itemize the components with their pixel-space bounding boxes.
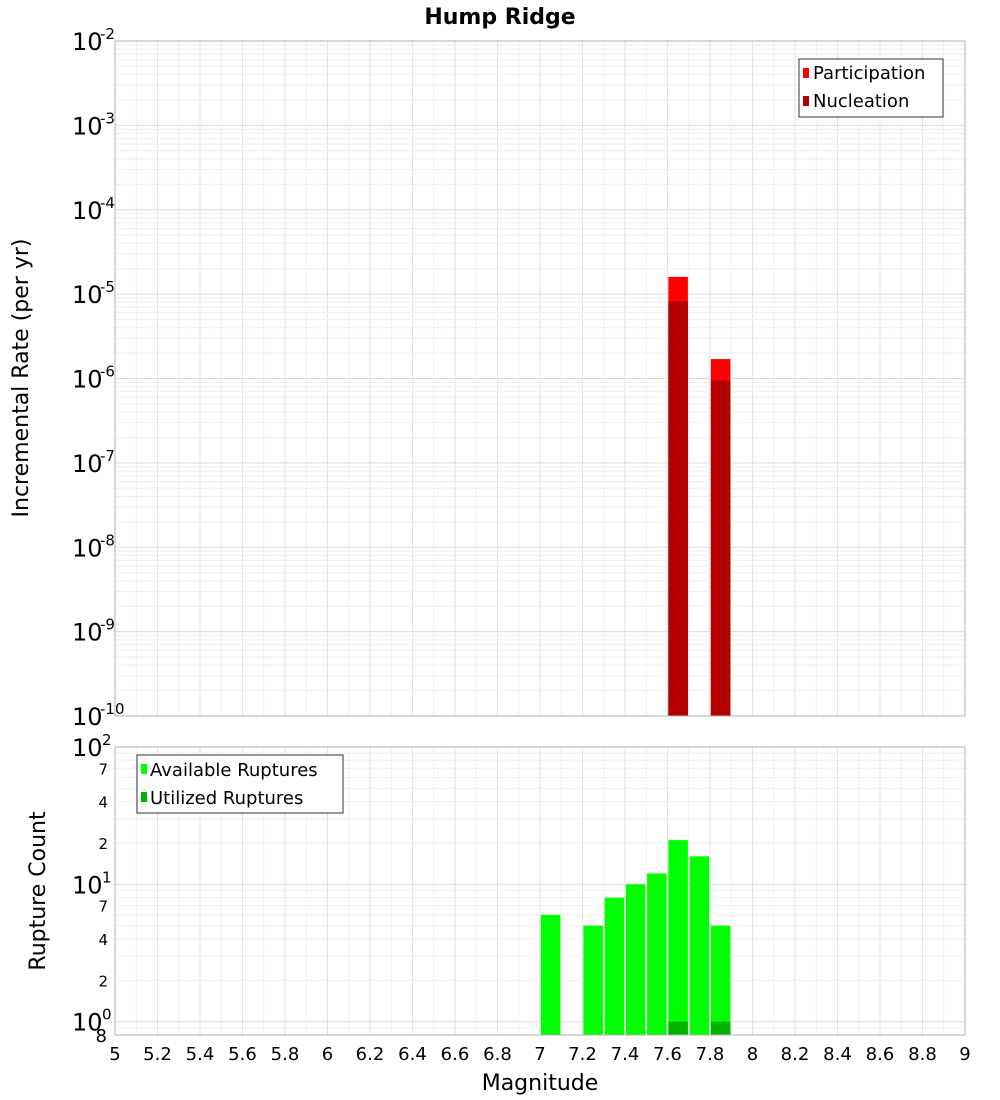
nucleation-bar	[710, 380, 731, 716]
top-plot-grid	[114, 41, 966, 717]
y-tick-exponent: -6	[100, 363, 115, 381]
y-minor-tick-label: 2	[98, 972, 108, 990]
x-tick-label: 5	[109, 1044, 120, 1065]
available-ruptures-bar	[710, 925, 731, 1035]
bottom-plot-bars	[540, 840, 731, 1035]
x-tick-label: 6	[322, 1044, 333, 1065]
x-tick-label: 6.8	[483, 1044, 512, 1065]
y-tick-exponent: -2	[100, 25, 115, 43]
y-tick-label: 10	[72, 734, 103, 762]
y-tick-label: 10	[72, 112, 103, 140]
x-tick-label: 7.8	[696, 1044, 725, 1065]
x-tick-label: 5.6	[228, 1044, 257, 1065]
available-ruptures-bar	[625, 884, 646, 1035]
x-tick-label: 8.2	[781, 1044, 810, 1065]
y-tick-exponent: -5	[100, 278, 115, 296]
available-ruptures-bar	[604, 897, 625, 1035]
legend-label-nucleation: Nucleation	[813, 91, 909, 112]
x-tick-label: 9	[959, 1044, 970, 1065]
nucleation-bar	[668, 301, 688, 716]
y-tick-label: 10	[72, 197, 103, 225]
y-tick-label: 10	[72, 450, 103, 478]
y-tick-exponent: 1	[102, 868, 112, 886]
available-ruptures-bar	[540, 914, 561, 1035]
x-tick-label: 7.4	[611, 1044, 640, 1065]
x-tick-label: 7.6	[653, 1044, 682, 1065]
x-tick-label: 7.2	[568, 1044, 597, 1065]
x-axis-label: Magnitude	[482, 1071, 599, 1096]
x-tick-label: 6.4	[398, 1044, 427, 1065]
y-minor-tick-label: 8	[96, 1026, 107, 1047]
top-y-axis-label: Incremental Rate (per yr)	[9, 239, 34, 518]
available-ruptures-bar	[647, 873, 667, 1035]
y-tick-label: 10	[72, 366, 103, 394]
bottom-legend-box	[136, 754, 344, 814]
x-tick-label: 7	[534, 1044, 545, 1065]
y-tick-exponent: 2	[102, 731, 112, 749]
legend-label-available-ruptures: Available Ruptures	[150, 760, 318, 781]
x-tick-label: 5.2	[143, 1044, 172, 1065]
available-ruptures-bar	[689, 856, 710, 1035]
chart-title: Hump Ridge	[424, 5, 575, 30]
y-tick-exponent: 0	[102, 1006, 112, 1024]
x-tick-label: 8	[747, 1044, 758, 1065]
y-tick-exponent: -8	[100, 531, 115, 549]
y-tick-exponent: -3	[100, 109, 115, 127]
y-tick-label: 10	[72, 534, 103, 562]
legend-swatch-nucleation	[803, 96, 809, 106]
y-tick-label: 10	[72, 871, 103, 899]
legend-label-participation: Participation	[813, 63, 925, 84]
x-tick-label: 5.8	[271, 1044, 300, 1065]
top-legend: Participation Nucleation	[798, 58, 944, 118]
x-tick-label: 8.4	[823, 1044, 852, 1065]
x-tick-label: 8.6	[866, 1044, 895, 1065]
utilized-ruptures-bar	[710, 1021, 731, 1035]
top-plot-frame	[114, 40, 966, 717]
legend-swatch-available-ruptures	[141, 764, 147, 774]
legend-swatch-utilized-ruptures	[141, 792, 147, 802]
utilized-ruptures-bar	[668, 1021, 688, 1035]
top-plot-bars	[668, 276, 731, 716]
y-minor-tick-label: 7	[98, 898, 108, 916]
x-tick-label: 6.6	[441, 1044, 470, 1065]
available-ruptures-bar	[583, 925, 603, 1035]
y-tick-exponent: -4	[100, 194, 115, 212]
x-tick-label: 6.2	[356, 1044, 385, 1065]
y-minor-tick-label: 4	[98, 794, 108, 812]
legend-label-utilized-ruptures: Utilized Ruptures	[150, 788, 303, 809]
bottom-plot-frame	[114, 746, 966, 1036]
x-tick-label: 8.8	[908, 1044, 937, 1065]
top-legend-box	[798, 58, 944, 118]
y-tick-label: 10	[72, 1009, 103, 1037]
y-minor-tick-label: 2	[98, 835, 108, 853]
bottom-legend: Available Ruptures Utilized Ruptures	[136, 754, 344, 814]
y-tick-exponent: -10	[100, 700, 125, 718]
y-tick-label: 10	[72, 703, 103, 731]
available-ruptures-bar	[668, 840, 688, 1035]
y-tick-exponent: -9	[100, 616, 115, 634]
y-tick-label: 10	[72, 281, 103, 309]
y-tick-label: 10	[72, 619, 103, 647]
legend-swatch-participation	[803, 68, 809, 78]
y-minor-tick-label: 4	[98, 931, 108, 949]
x-tick-labels: 5 5.2 5.4 5.6 5.8 6 6.2 6.4 6.6 6.8 7 7.2 7.4 7.6 7.8 8…	[109, 1044, 970, 1065]
x-tick-label: 5.4	[186, 1044, 215, 1065]
y-minor-tick-label: 7	[98, 760, 108, 778]
y-tick-exponent: -7	[100, 447, 115, 465]
y-tick-label: 10	[72, 28, 103, 56]
bottom-y-axis-label: Rupture Count	[26, 811, 51, 971]
